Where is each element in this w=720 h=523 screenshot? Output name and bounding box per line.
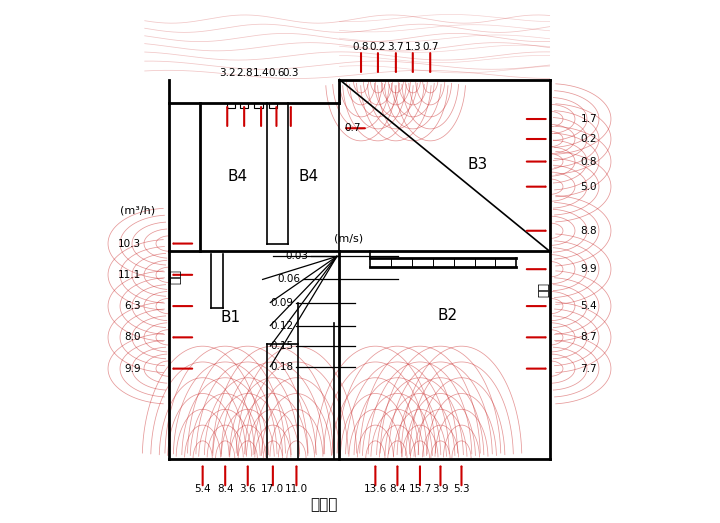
Text: 0.3: 0.3 [282, 68, 299, 78]
Text: 11.0: 11.0 [285, 484, 308, 494]
Text: 8.0: 8.0 [125, 332, 141, 343]
Text: 流入面: 流入面 [310, 497, 338, 513]
Text: 0.09: 0.09 [270, 298, 293, 308]
Text: 1.4: 1.4 [253, 68, 269, 78]
Text: 17.0: 17.0 [261, 484, 284, 494]
Text: (m³/h): (m³/h) [120, 205, 155, 215]
Text: 0.6: 0.6 [269, 68, 284, 78]
Text: 0.8: 0.8 [353, 42, 369, 52]
Text: 11.1: 11.1 [118, 270, 141, 280]
Text: 5.4: 5.4 [194, 484, 211, 494]
Text: 0.7: 0.7 [345, 123, 361, 133]
Text: 6.3: 6.3 [125, 301, 141, 311]
Text: B4: B4 [228, 169, 248, 185]
Text: 7.7: 7.7 [580, 363, 597, 373]
Text: (m/s): (m/s) [334, 233, 364, 243]
Text: 0.06: 0.06 [278, 275, 301, 285]
Text: B2: B2 [437, 308, 457, 323]
Text: 0.7: 0.7 [422, 42, 438, 52]
Text: 15.7: 15.7 [408, 484, 431, 494]
Text: 3.7: 3.7 [387, 42, 404, 52]
Bar [254, 103, 263, 108]
Text: 3.9: 3.9 [432, 484, 449, 494]
Text: 9.9: 9.9 [580, 264, 597, 274]
Bar [269, 103, 277, 108]
Text: 13.6: 13.6 [364, 484, 387, 494]
Text: 1.7: 1.7 [580, 114, 597, 124]
Text: 側面: 側面 [537, 282, 550, 297]
Bar [227, 103, 235, 108]
Text: 9.9: 9.9 [125, 363, 141, 373]
Text: 5.3: 5.3 [453, 484, 469, 494]
Text: 3.6: 3.6 [240, 484, 256, 494]
Text: 8.8: 8.8 [580, 226, 597, 236]
Text: 0.2: 0.2 [369, 42, 386, 52]
Text: 8.7: 8.7 [580, 332, 597, 343]
Text: 0.12: 0.12 [270, 321, 293, 331]
Text: 8.4: 8.4 [389, 484, 406, 494]
Text: 0.2: 0.2 [580, 134, 597, 144]
Text: 0.18: 0.18 [270, 361, 293, 371]
Text: B4: B4 [299, 169, 319, 185]
Text: B3: B3 [468, 156, 488, 172]
Text: 10.3: 10.3 [118, 238, 141, 248]
Text: 側面: 側面 [169, 269, 182, 285]
Text: 0.15: 0.15 [270, 341, 293, 351]
Bar [240, 103, 248, 108]
Text: 5.0: 5.0 [580, 181, 597, 191]
Text: B1: B1 [221, 310, 241, 325]
Text: 5.4: 5.4 [580, 301, 597, 311]
Text: 0.03: 0.03 [285, 252, 308, 262]
Text: 0.8: 0.8 [580, 156, 597, 166]
Text: 1.3: 1.3 [405, 42, 421, 52]
Text: 2.8: 2.8 [236, 68, 253, 78]
Text: 3.2: 3.2 [219, 68, 235, 78]
Text: 8.4: 8.4 [217, 484, 233, 494]
